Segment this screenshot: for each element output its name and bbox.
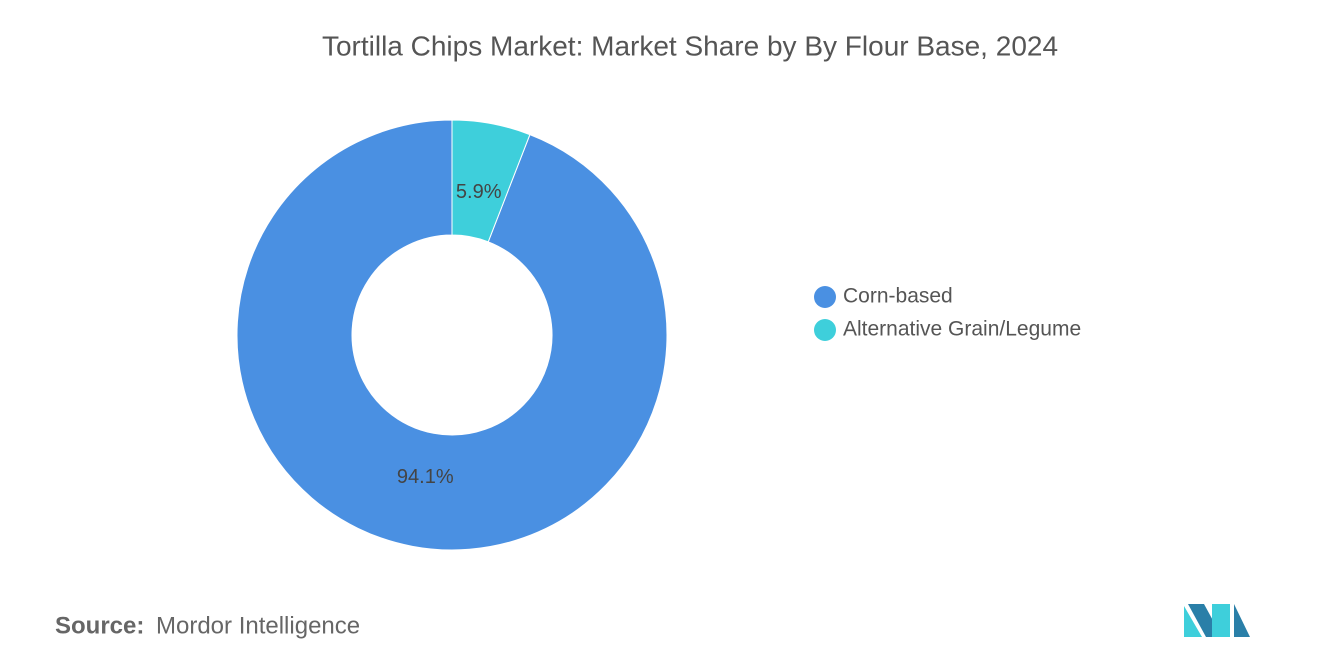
chart-title: Tortilla Chips Market: Market Share by B…: [322, 30, 1058, 61]
slice: [451, 119, 531, 243]
value-label: 94.1%: [397, 466, 454, 488]
source-label: Source:: [55, 612, 144, 639]
legend-marker: [814, 319, 836, 341]
slice: [236, 119, 668, 551]
legend-marker: [814, 286, 836, 308]
legend-label: Corn-based: [843, 285, 953, 308]
value-label: 5.9%: [456, 181, 502, 203]
logo: [1184, 604, 1250, 637]
legend-label: Alternative Grain/Legume: [843, 318, 1081, 341]
source: Mordor Intelligence: [156, 612, 360, 639]
